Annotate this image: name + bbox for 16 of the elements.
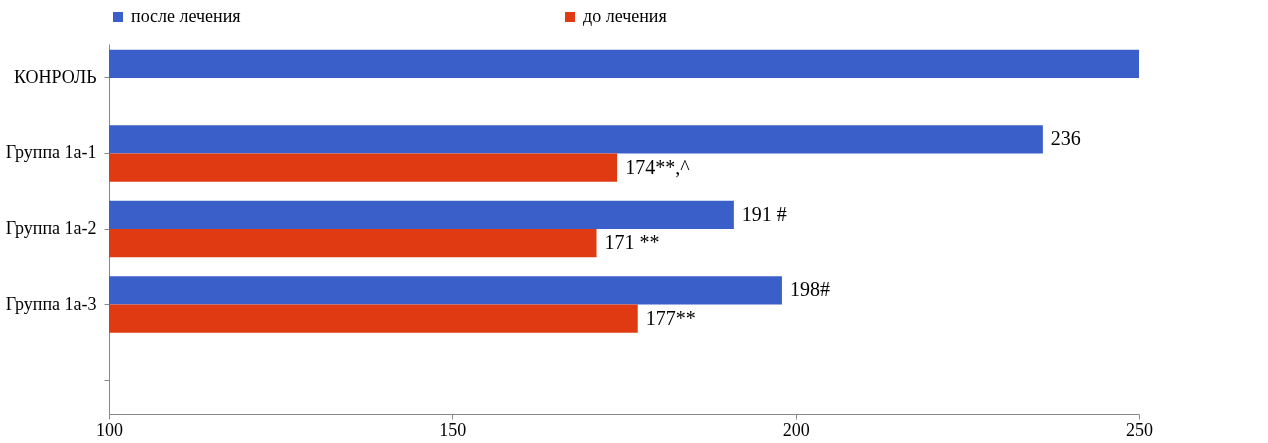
y-tick-label: Группа 1а-1 bbox=[5, 142, 97, 163]
data-label: 236 bbox=[1050, 127, 1081, 150]
data-label: 198# bbox=[789, 278, 830, 301]
y-tick-label: Группа 1а-2 bbox=[5, 218, 97, 238]
y-tick-label: КОНРОЛЬ bbox=[14, 66, 97, 87]
legend-label: до лечения bbox=[583, 6, 667, 26]
data-label: 177** bbox=[645, 306, 696, 329]
x-tick-label: 250 bbox=[1126, 419, 1153, 440]
legend-label: после лечения bbox=[131, 6, 241, 26]
y-tick-label: Группа 1а-3 bbox=[5, 293, 97, 314]
x-tick-label: 150 bbox=[439, 419, 467, 440]
data-label: 174**,^ bbox=[625, 155, 691, 178]
x-tick-label: 100 bbox=[96, 419, 123, 440]
data-label: 171 ** bbox=[604, 231, 660, 254]
data-label: 191 # bbox=[741, 202, 787, 225]
x-tick-label: 200 bbox=[782, 419, 810, 440]
